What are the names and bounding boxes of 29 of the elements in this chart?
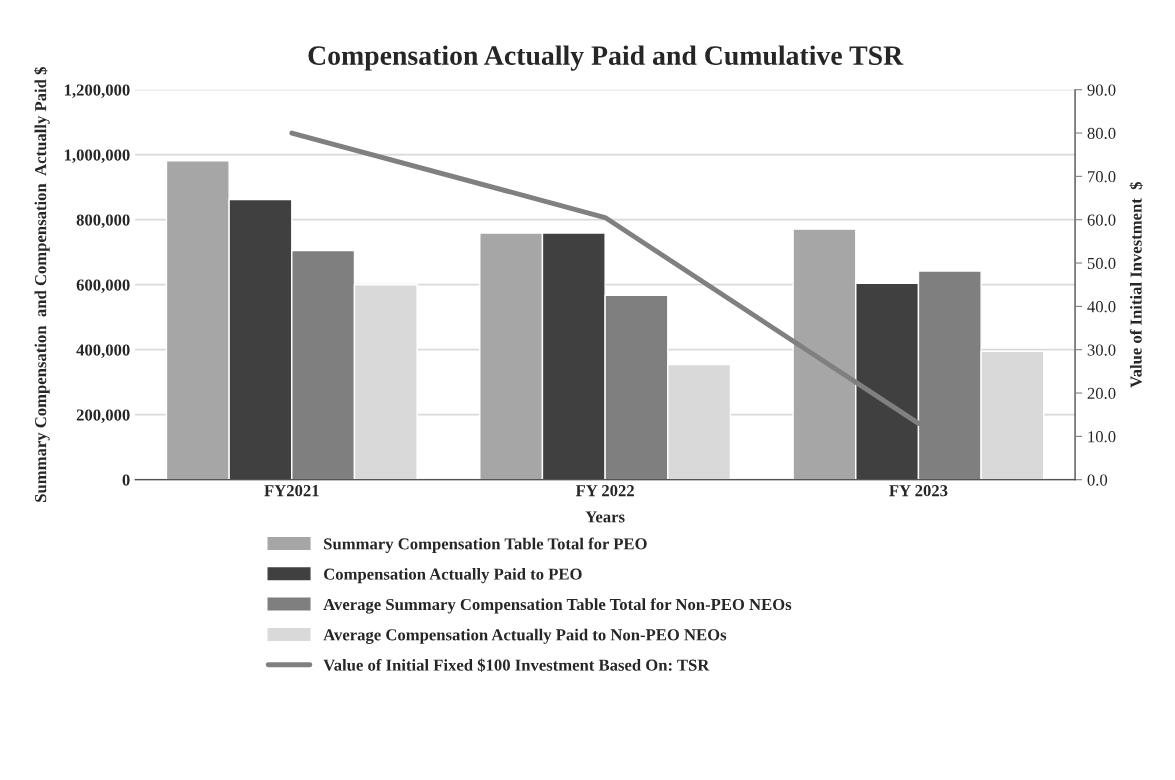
y2-tick-label: 30.0 [1087,344,1116,356]
y2-tick-label: 60.0 [1087,214,1116,226]
y-tick-label: 400,000 [76,344,130,359]
x-tick-label: FY2021 [264,485,319,497]
legend-label: Average Summary Compensation Table Total for Non-PEO NEOs [323,598,792,614]
y2-tick-label: 20.0 [1087,387,1116,400]
legend-label: Average Compensation Actually Paid to Non-PEO NEOs [323,628,727,644]
x-axis-title: Years [585,511,625,523]
y-axis-title: Summary Compensation and Compensation Actually Paid $ [34,67,50,502]
y-tick-label: 1,200,000 [64,84,130,99]
y2-axis-title: Value of Initial Investment $ [1129,182,1143,388]
x-tick-label: FY 2022 [575,485,634,497]
y-tick-label: 0 [122,474,130,486]
y2-tick-label: 80.0 [1087,127,1116,140]
y-tick-label: 200,000 [76,409,130,424]
y2-tick-label: 50.0 [1087,257,1116,270]
legend-label: Compensation Actually Paid to PEO [324,568,582,584]
y2-tick-label: 10.0 [1088,431,1116,443]
y-tick-label: 600,000 [76,279,130,294]
y-tick-label: 800,000 [76,214,130,229]
y2-tick-label: 70.0 [1088,171,1116,183]
y2-tick-label: 40.0 [1087,301,1116,313]
y2-tick-label: 90.0 [1087,84,1116,96]
y-tick-label: 1,000,000 [64,149,130,164]
y2-tick-label: 0.0 [1087,474,1108,486]
chart-title: Compensation Actually Paid and Cumulative TSR [308,45,904,71]
legend-label: Summary Compensation Table Total for PEO [324,537,647,553]
legend-label: Value of Initial Fixed $100 Investment Based On: TSR [323,658,710,672]
x-tick-label: FY 2023 [889,485,948,497]
